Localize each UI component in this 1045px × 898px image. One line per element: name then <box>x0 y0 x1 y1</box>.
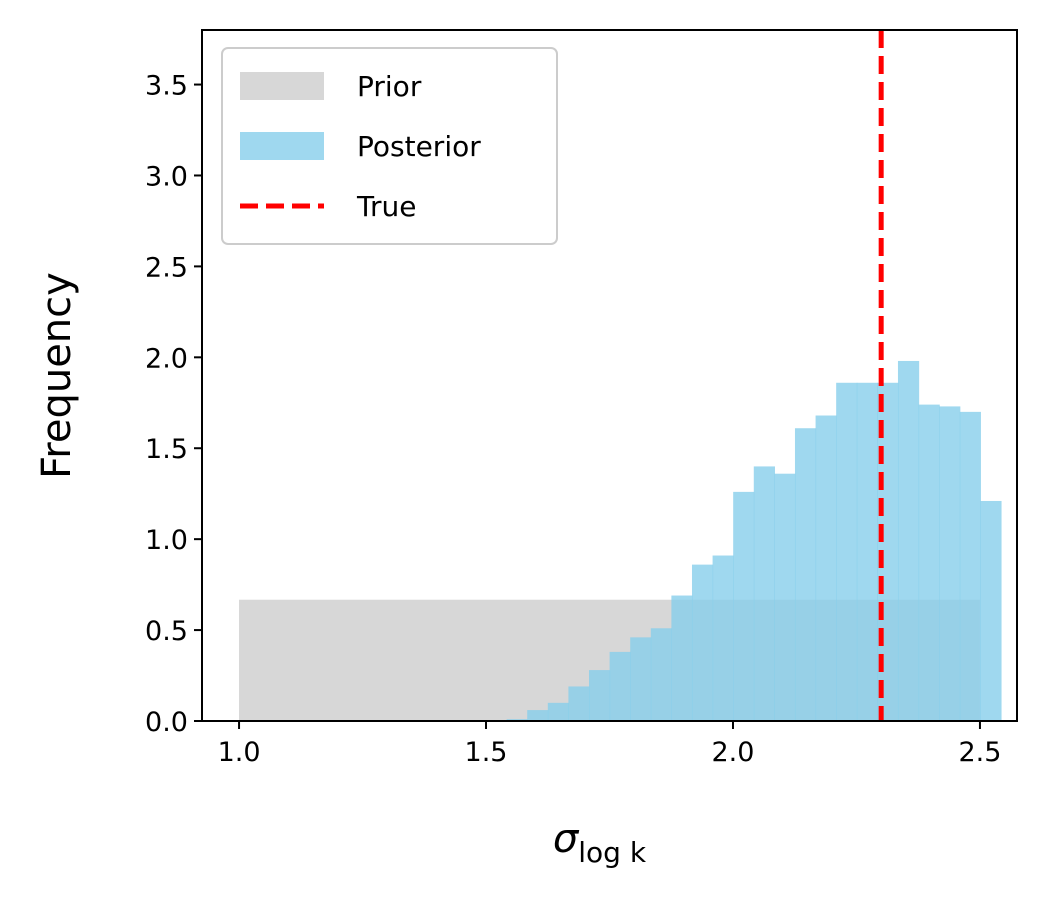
x-tick-label-1: 1.5 <box>465 737 508 768</box>
posterior-bar-21 <box>918 404 940 721</box>
y-tick-label-6: 3.0 <box>145 161 188 192</box>
x-tick-label-3: 2.5 <box>958 737 1001 768</box>
posterior-bar-8 <box>650 628 672 721</box>
posterior-bar-2 <box>527 710 549 721</box>
posterior-bar-17 <box>836 382 858 721</box>
y-tick-label-2: 1.0 <box>145 525 188 556</box>
legend-swatch-1 <box>240 132 324 160</box>
posterior-bar-4 <box>568 686 590 721</box>
y-tick-label-0: 0.0 <box>145 707 188 738</box>
posterior-bar-12 <box>733 491 755 721</box>
y-axis: 0.0 0.5 1.0 1.5 2.0 2.5 3.0 3.5 <box>145 71 202 738</box>
posterior-bar-18 <box>856 382 878 721</box>
posterior-bar-9 <box>671 595 693 721</box>
x-axis-label-subscript: log k <box>578 836 647 869</box>
posterior-bar-5 <box>589 670 611 721</box>
posterior-bar-20 <box>897 360 920 721</box>
x-axis: 1.0 1.5 2.0 2.5 <box>218 721 1001 768</box>
posterior-bar-11 <box>712 555 734 721</box>
posterior-bar-24 <box>980 500 1002 721</box>
legend-label-1: Posterior <box>357 130 481 163</box>
y-tick-label-5: 2.5 <box>145 252 188 283</box>
plot-frame <box>201 29 1018 722</box>
y-tick-label-4: 2.0 <box>145 343 188 374</box>
posterior-bar-13 <box>753 466 775 721</box>
legend-swatch-0 <box>240 72 324 100</box>
posterior-bar-3 <box>547 702 570 721</box>
y-tick-label-1: 0.5 <box>145 616 188 647</box>
x-tick-label-2: 2.0 <box>712 737 755 768</box>
y-tick-label-3: 1.5 <box>145 434 188 465</box>
posterior-bar-7 <box>630 637 652 721</box>
posterior-bar-15 <box>794 428 817 721</box>
posterior-bars <box>506 360 1002 721</box>
x-axis-label: σlog k <box>553 816 647 869</box>
legend-label-0: Prior <box>357 70 422 103</box>
legend-label-2: True <box>356 190 416 223</box>
x-axis-label-symbol: σ <box>553 816 580 862</box>
legend: Prior Posterior True <box>221 47 558 245</box>
x-tick-label-0: 1.0 <box>218 737 261 768</box>
posterior-bar-10 <box>691 564 714 721</box>
posterior-bar-6 <box>609 651 631 721</box>
posterior-bar-16 <box>815 415 837 721</box>
y-axis-label: Frequency <box>34 272 80 479</box>
posterior-bar-14 <box>774 473 796 721</box>
posterior-bar-22 <box>939 406 961 721</box>
posterior-bar-23 <box>959 411 981 721</box>
y-tick-label-7: 3.5 <box>145 71 188 102</box>
